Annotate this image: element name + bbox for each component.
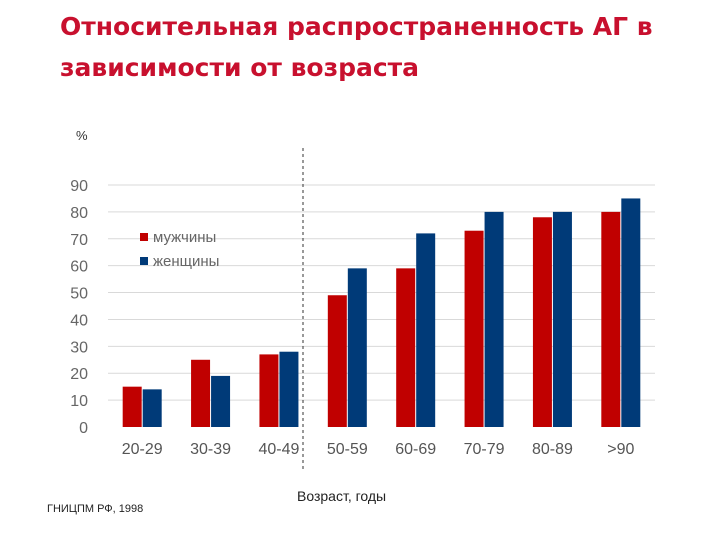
bar-men-50-59 [327,295,347,427]
x-tick-label: 30-39 [190,441,231,458]
x-tick-label: 60-69 [395,441,436,458]
bar-women-80-89 [552,211,572,427]
x-tick-label: 50-59 [327,441,368,458]
y-tick-label: 50 [70,286,88,303]
x-tick-label: 70-79 [464,441,505,458]
y-tick-label: 60 [70,259,88,276]
bar-women-over-90 [621,198,641,427]
bar-women-60-69 [416,233,436,427]
bar-men-60-69 [396,268,416,427]
bar-men-over-90 [601,211,621,427]
y-tick-label: 30 [70,339,88,356]
legend-label: женщины [153,253,219,270]
y-tick-label: 0 [79,420,88,437]
y-tick-label: 20 [70,366,88,383]
page-title: Относительная распространенность АГ в за… [60,12,653,82]
x-tick-label: 20-29 [122,441,163,458]
y-tick-label: 40 [70,312,88,329]
y-axis-ticks: 0 10 20 30 40 50 60 70 80 90 [70,178,88,437]
y-tick-label: 80 [70,205,88,222]
legend-swatch [140,233,148,241]
x-axis-ticks: 20-29 30-39 40-49 50-59 60-69 70-79 80-89 >90 [122,441,635,458]
legend-label: мужчины [153,229,216,246]
bar-women-50-59 [347,268,367,427]
bar-women-20-29 [142,389,162,427]
chart-legend: мужчины женщины [140,229,219,270]
y-axis-unit-label: % [76,128,88,143]
x-tick-label: 80-89 [532,441,573,458]
x-tick-label: >90 [607,441,634,458]
bar-men-30-39 [191,359,211,427]
x-tick-label: 40-49 [258,441,299,458]
x-axis-label: Возраст, годы [297,488,387,504]
y-tick-label: 90 [70,178,88,195]
bar-men-40-49 [259,354,279,427]
source-note: ГНИЦПМ РФ, 1998 [47,503,144,515]
bar-men-20-29 [122,386,142,427]
bar-women-40-49 [279,351,299,427]
bar-men-70-79 [464,230,484,427]
bar-men-80-89 [532,217,552,427]
bar-women-70-79 [484,211,504,427]
y-tick-label: 70 [70,232,88,249]
bar-women-30-39 [211,375,231,427]
chart-bars [122,198,641,427]
y-tick-label: 10 [70,393,88,410]
chart-gridlines [108,184,655,401]
legend-swatch [140,257,148,265]
